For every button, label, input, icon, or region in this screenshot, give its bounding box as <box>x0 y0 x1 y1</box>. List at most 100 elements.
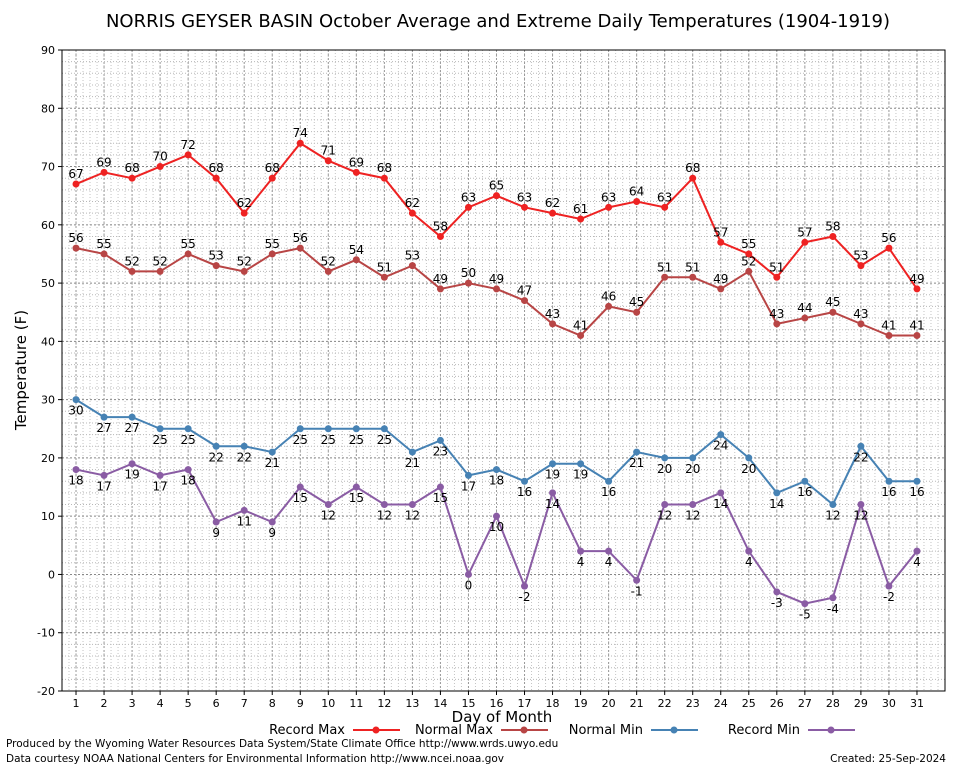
normal-max-data-label: 47 <box>517 284 532 298</box>
normal-max-data-label: 53 <box>405 249 420 263</box>
normal-min-data-label: 25 <box>349 433 364 447</box>
record-max-point <box>380 174 388 182</box>
record-min-data-label: 9 <box>212 526 220 540</box>
normal-min-data-label: 21 <box>629 456 644 470</box>
x-axis-label: Day of Month <box>452 708 553 726</box>
normal-min-data-label: 22 <box>209 450 224 464</box>
normal-min-point <box>577 460 585 468</box>
x-tick-label: 18 <box>546 697 560 710</box>
normal-max-point <box>436 285 444 293</box>
normal-max-data-label: 52 <box>124 254 139 268</box>
record-min-data-label: 17 <box>152 479 167 493</box>
x-tick-label: 23 <box>686 697 700 710</box>
record-min-point <box>829 594 837 602</box>
record-min-point <box>717 489 725 497</box>
normal-max-point <box>633 308 641 316</box>
record-min-point <box>633 576 641 584</box>
normal-min-point <box>380 425 388 433</box>
normal-min-data-label: 17 <box>461 479 476 493</box>
record-max-data-label: 74 <box>293 126 308 140</box>
normal-max-point <box>128 267 136 275</box>
record-max-point <box>577 215 585 223</box>
record-min-data-label: 18 <box>181 474 196 488</box>
x-tick-label: 21 <box>630 697 644 710</box>
normal-min-point <box>72 396 80 404</box>
normal-min-point <box>240 442 248 450</box>
normal-max-point <box>352 256 360 264</box>
footer-data-courtesy: Data courtesy NOAA National Centers for … <box>6 753 505 765</box>
record-min-point <box>577 547 585 555</box>
record-max-legend-label: Record Max <box>269 723 345 738</box>
record-max-data-label: 67 <box>68 167 83 181</box>
record-min-data-label: 12 <box>657 509 672 523</box>
record-min-point <box>184 466 192 474</box>
normal-max-data-label: 43 <box>545 307 560 321</box>
x-tick-label: 24 <box>714 697 728 710</box>
record-max-data-label: 63 <box>601 190 616 204</box>
record-min-data-label: -3 <box>771 596 783 610</box>
record-max-point <box>605 203 613 211</box>
normal-min-point <box>689 454 697 462</box>
normal-min-point <box>100 413 108 421</box>
normal-max-data-label: 50 <box>461 266 476 280</box>
record-max-data-label: 56 <box>881 231 896 245</box>
normal-max-data-label: 52 <box>237 254 252 268</box>
normal-min-point <box>184 425 192 433</box>
normal-min-data-label: 19 <box>573 468 588 482</box>
y-tick-label: 0 <box>48 568 55 581</box>
record-min-point <box>521 582 529 590</box>
record-max-data-label: 55 <box>741 237 756 251</box>
normal-max-data-label: 55 <box>265 237 280 251</box>
record-max-data-label: 53 <box>853 249 868 263</box>
record-min-data-label: -4 <box>827 602 839 616</box>
y-tick-label: 50 <box>41 277 55 290</box>
record-min-point <box>72 466 80 474</box>
y-tick-label: 20 <box>41 452 55 465</box>
normal-max-point <box>380 273 388 281</box>
normal-max-point <box>689 273 697 281</box>
record-max-data-label: 68 <box>209 161 224 175</box>
record-min-data-label: 4 <box>913 555 921 569</box>
record-max-data-label: 63 <box>461 190 476 204</box>
normal-max-data-label: 41 <box>909 319 924 333</box>
record-max-point <box>521 203 529 211</box>
normal-max-point <box>212 262 220 270</box>
normal-min-point <box>268 448 276 456</box>
normal-max-point <box>605 302 613 310</box>
y-tick-label: 60 <box>41 219 55 232</box>
record-min-data-label: 12 <box>405 509 420 523</box>
record-min-point <box>885 582 893 590</box>
normal-min-point <box>857 442 865 450</box>
record-min-data-label: 9 <box>268 526 276 540</box>
record-min-point <box>745 547 753 555</box>
x-tick-label: 10 <box>321 697 335 710</box>
normal-min-data-label: 25 <box>321 433 336 447</box>
record-max-point <box>857 262 865 270</box>
record-max-data-label: 72 <box>181 138 196 152</box>
record-max-data-label: 63 <box>517 190 532 204</box>
y-tick-label: 40 <box>41 335 55 348</box>
record-max-data-label: 57 <box>713 225 728 239</box>
y-tick-label: -20 <box>37 685 55 698</box>
record-min-data-label: 15 <box>433 491 448 505</box>
normal-min-data-label: 25 <box>181 433 196 447</box>
record-max-point <box>100 168 108 176</box>
x-tick-label: 19 <box>574 697 588 710</box>
normal-min-point <box>633 448 641 456</box>
record-max-point <box>296 139 304 147</box>
record-min-point <box>549 489 557 497</box>
record-max-point <box>436 232 444 240</box>
record-min-data-label: 18 <box>68 474 83 488</box>
normal-max-point <box>464 279 472 287</box>
normal-min-data-label: 25 <box>293 433 308 447</box>
normal-min-data-label: 21 <box>265 456 280 470</box>
normal-max-legend-marker <box>520 726 528 734</box>
normal-max-point <box>717 285 725 293</box>
x-tick-label: 27 <box>798 697 812 710</box>
record-min-point <box>324 501 332 509</box>
record-min-data-label: 12 <box>853 509 868 523</box>
normal-min-point <box>464 471 472 479</box>
record-min-data-label: 14 <box>713 497 728 511</box>
x-tick-label: 1 <box>73 697 80 710</box>
normal-min-data-label: 14 <box>769 497 784 511</box>
